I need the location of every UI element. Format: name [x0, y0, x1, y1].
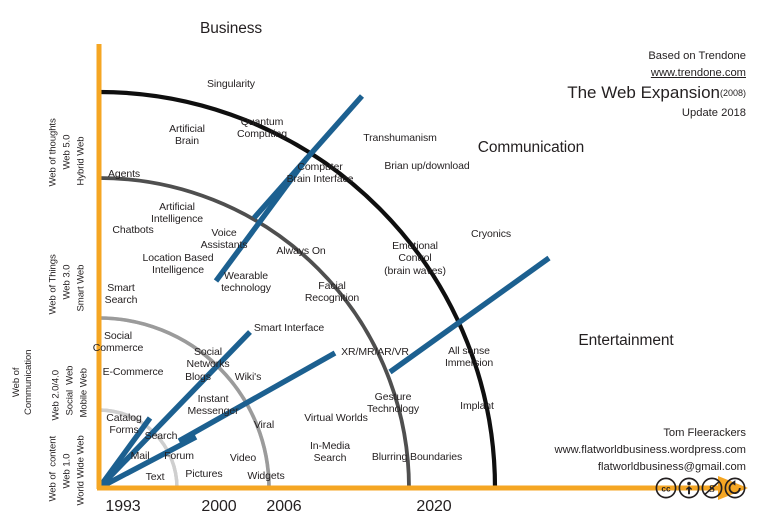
tech-label-viral: Viral — [253, 419, 275, 431]
axis-year-1993: 1993 — [105, 498, 141, 515]
tier-label-web2-line4: Mobile Web — [78, 368, 90, 418]
tier-label-web2-line3: Social Web — [64, 365, 76, 416]
tech-label-singularity: Singularity — [207, 78, 255, 90]
diagram-title-year: (2008) — [719, 87, 746, 98]
ray-7 — [251, 94, 365, 220]
axes — [96, 44, 748, 500]
ray-5 — [388, 255, 551, 375]
based-on-line: Based on Trendone — [648, 50, 746, 62]
author-name: Tom Fleerackers — [663, 427, 746, 439]
tech-label-widgets: Widgets — [247, 470, 285, 482]
tech-label-blogs: Blogs — [185, 371, 211, 383]
header-credits: Based on Trendone www.trendone.com The W… — [446, 48, 746, 121]
ray-3 — [97, 330, 252, 490]
tech-label-smart-search: Smart Search — [104, 282, 138, 307]
tier-label-web1-line1: Web of content — [47, 435, 59, 502]
tier-label-web5-line2: Web 5.0 — [61, 134, 73, 170]
tech-label-in-media-search: In-Media Search — [309, 440, 351, 465]
tech-label-wikis: Wiki's — [234, 371, 262, 383]
author-website[interactable]: www.flatworldbusiness.wordpress.com — [554, 443, 747, 456]
cc-nc-icon: S — [701, 477, 723, 499]
axis-year-2000: 2000 — [201, 498, 237, 515]
diagram-title: The Web Expansion(2008) — [446, 82, 746, 105]
trendone-url[interactable]: www.trendone.com — [650, 66, 746, 79]
ray-group — [96, 94, 551, 491]
svg-text:S: S — [709, 484, 715, 495]
tech-label-search: Search — [144, 430, 178, 442]
tech-label-location-based-intelligence: Location Based Intelligence — [142, 252, 214, 277]
tier-label-web2-line1: Web of Communication — [11, 349, 34, 415]
svg-text:cc: cc — [661, 484, 671, 493]
tier-label-web5-line3: Hybrid Web — [75, 136, 87, 186]
tech-label-text: Text — [145, 471, 165, 483]
tech-label-xr-mr-ar-vr: XR/MR/AR/VR — [341, 346, 409, 358]
tier-label-web3-line2: Web 3.0 — [61, 264, 73, 300]
tech-label-catalog-forms: Catalog Forms — [106, 412, 142, 437]
tech-label-pictures: Pictures — [185, 468, 223, 480]
tech-label-facial-recognition: Facial Recognition — [304, 280, 360, 305]
tier-label-web3-line3: Smart Web — [75, 264, 87, 312]
update-line: Update 2018 — [681, 106, 746, 119]
ray-2 — [97, 434, 198, 491]
tech-label-e-commerce: E-Commerce — [102, 366, 164, 378]
tech-label-social-commerce: Social Commerce — [92, 330, 144, 355]
tech-label-computer-brain-interface: Computer Brain Interface — [286, 161, 354, 186]
tech-label-video: Video — [229, 452, 257, 464]
cc-by-icon — [678, 477, 700, 499]
sector-label-business: Business — [199, 20, 263, 37]
cc-sa-icon — [724, 477, 746, 499]
cc-icon: cc — [655, 477, 677, 499]
tier-label-web5-line1: Web of thoughts — [47, 118, 59, 187]
tech-label-cryonics: Cryonics — [470, 228, 512, 240]
tech-label-virtual-worlds: Virtual Worlds — [304, 412, 368, 424]
creative-commons-license: cc S — [655, 477, 746, 499]
author-email[interactable]: flatworldbusiness@gmail.com — [597, 460, 746, 473]
tech-label-emotional-control: Emotional Control (brain waves) — [384, 240, 446, 277]
tech-label-blurring-boundaries: Blurring Boundaries — [371, 451, 463, 463]
diagram-title-text: The Web Expansion — [567, 82, 720, 102]
arc-tier-web3 — [97, 176, 411, 490]
tech-label-artificial-intelligence: Artificial Intelligence — [151, 201, 203, 226]
tech-label-implant: Implant — [460, 400, 494, 412]
tech-label-quantum-computing: Quantum Computing — [237, 116, 287, 141]
arc-tier-web2 — [97, 316, 271, 490]
tech-label-forum: Forum — [164, 450, 194, 462]
tech-label-agents: Agents — [107, 168, 141, 180]
tech-label-always-on: Always On — [276, 245, 326, 257]
tech-label-social-networks: Social Networks — [186, 346, 230, 371]
arc-tier-web5 — [96, 89, 498, 491]
sector-label-communication: Communication — [477, 139, 585, 156]
tech-label-gesture-technology: Gesture Technology — [366, 391, 420, 416]
axis-year-2020: 2020 — [416, 498, 452, 515]
tech-label-smart-interface: Smart Interface — [253, 322, 325, 334]
tech-label-chatbots: Chatbots — [112, 224, 154, 236]
tech-label-mail: Mail — [130, 450, 150, 462]
tech-label-brain-up-download: Brian up/download — [384, 160, 470, 172]
tech-label-transhumanism: Transhumanism — [363, 132, 437, 144]
tier-label-web3-line1: Web of Things — [47, 254, 59, 315]
tech-label-all-sense-immersion: All sense Immersion — [444, 345, 494, 370]
x-axis-arrowhead — [718, 476, 748, 500]
footer-credits: Tom Fleerackers www.flatworldbusiness.wo… — [416, 425, 747, 475]
tech-label-voice-assistants: Voice Assistants — [200, 227, 248, 252]
tech-label-instant-messenger: Instant Messenger — [187, 393, 239, 418]
tier-label-web1-line2: Web 1.0 — [61, 453, 73, 489]
tier-label-web1-line3: World Wide Web — [75, 435, 87, 506]
ray-4 — [177, 350, 337, 444]
tech-label-artificial-brain: Artificial Brain — [169, 123, 205, 148]
tech-label-wearable-technology: Wearable technology — [221, 270, 271, 295]
sector-label-entertainment: Entertainment — [578, 332, 674, 349]
tier-label-web2-line2: Web 2.0/4.0 — [50, 370, 62, 421]
axis-year-2006: 2006 — [266, 498, 302, 515]
